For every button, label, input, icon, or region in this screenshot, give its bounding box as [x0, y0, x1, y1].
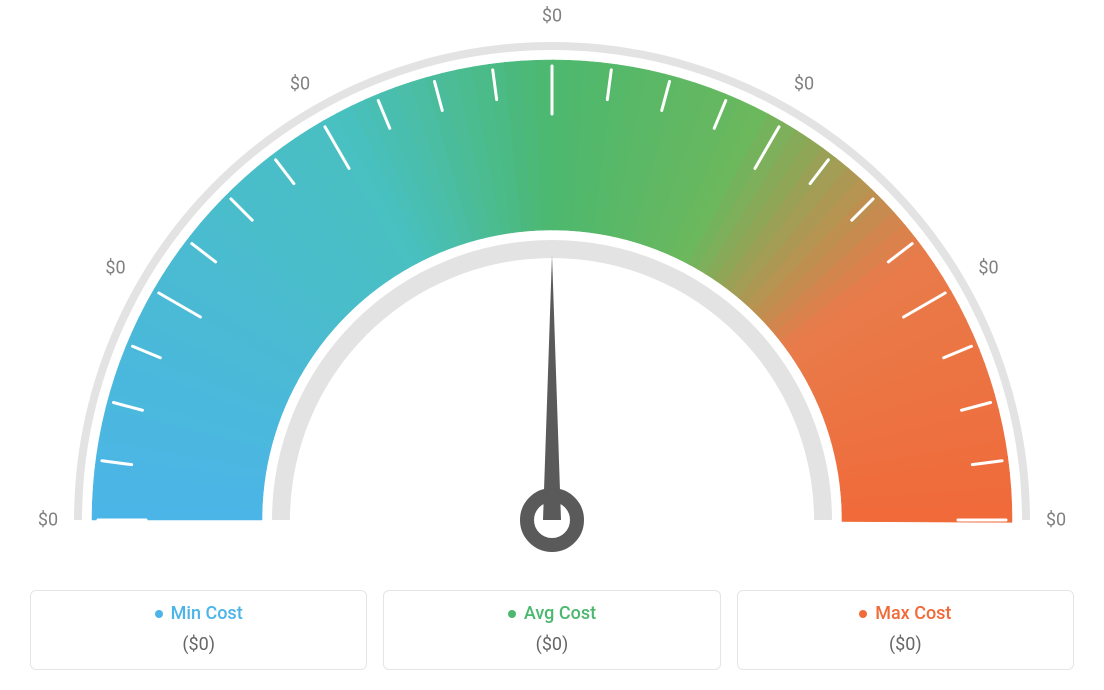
legend-label-row: Max Cost — [748, 603, 1063, 624]
legend-label-row: Min Cost — [41, 603, 356, 624]
legend-dot-max — [859, 610, 867, 618]
scale-label: $0 — [542, 6, 562, 27]
legend-label-row: Avg Cost — [394, 603, 709, 624]
legend-dot-min — [155, 610, 163, 618]
scale-label: $0 — [105, 258, 125, 279]
legend-label-max: Max Cost — [875, 603, 951, 624]
gauge-chart-container: $0 $0 $0 $0 $0 $0 $0 Min Cost ($0) Avg Cost ($… — [0, 0, 1104, 690]
scale-label: $0 — [978, 258, 998, 279]
scale-label: $0 — [1046, 510, 1066, 531]
legend-card-avg: Avg Cost ($0) — [383, 590, 720, 670]
legend-value-min: ($0) — [41, 634, 356, 655]
scale-label: $0 — [794, 73, 814, 94]
gauge-svg — [22, 0, 1082, 560]
scale-label: $0 — [290, 73, 310, 94]
legend-label-avg: Avg Cost — [524, 603, 596, 624]
legend-card-min: Min Cost ($0) — [30, 590, 367, 670]
scale-label: $0 — [38, 510, 58, 531]
gauge-area: $0 $0 $0 $0 $0 $0 $0 — [22, 0, 1082, 560]
legend-row: Min Cost ($0) Avg Cost ($0) Max Cost ($0… — [0, 590, 1104, 670]
legend-label-min: Min Cost — [171, 603, 243, 624]
legend-value-avg: ($0) — [394, 634, 709, 655]
legend-card-max: Max Cost ($0) — [737, 590, 1074, 670]
legend-dot-avg — [508, 610, 516, 618]
legend-value-max: ($0) — [748, 634, 1063, 655]
